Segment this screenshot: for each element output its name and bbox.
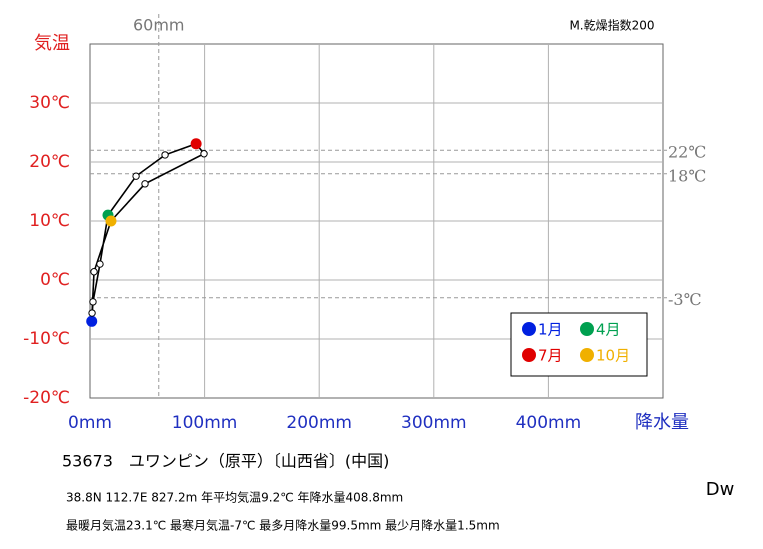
legend-marker — [522, 348, 536, 362]
legend-label: 7月 — [538, 347, 563, 365]
month-point — [88, 309, 96, 317]
x-tick-label: 100mm — [172, 413, 238, 433]
x-tick-label: 300mm — [401, 413, 467, 433]
reference-label: -3℃ — [668, 290, 701, 309]
month-point — [86, 315, 98, 327]
y-tick-label: 10℃ — [29, 211, 70, 231]
reference-label: 60mm — [133, 16, 185, 35]
x-tick-label: 400mm — [516, 413, 582, 433]
legend-box — [510, 312, 648, 377]
station-name: 53673 ユワンピン（原平）〔山西省〕(中国) — [62, 452, 389, 471]
legend-label: 10月 — [596, 347, 630, 365]
month-point — [105, 215, 117, 227]
y-tick-label: 30℃ — [29, 93, 70, 113]
x-axis-title: 降水量 — [635, 412, 689, 433]
legend-label: 1月 — [538, 321, 563, 339]
month-point — [141, 180, 149, 188]
legend-label: 4月 — [596, 321, 621, 339]
legend-marker — [580, 322, 594, 336]
climate-class: Dw — [706, 479, 735, 500]
month-point — [190, 138, 202, 150]
y-tick-label: -20℃ — [23, 388, 70, 408]
y-tick-label: 20℃ — [29, 152, 70, 172]
y-tick-label: -10℃ — [23, 329, 70, 349]
info-line: 38.8N 112.7E 827.2m 年平均気温9.2℃ 年降水量408.8m… — [66, 490, 403, 505]
x-tick-label: 0mm — [68, 413, 112, 433]
info-line: 最暖月気温23.1℃ 最寒月気温-7℃ 最多月降水量99.5mm 最少月降水量1… — [66, 518, 500, 533]
month-point — [90, 268, 98, 276]
reference-label: 22℃ — [668, 143, 706, 162]
legend-marker — [580, 348, 594, 362]
month-point — [96, 260, 104, 268]
x-tick-label: 200mm — [286, 413, 352, 433]
y-axis-title: 気温 — [34, 33, 70, 54]
month-point — [200, 150, 208, 158]
dryness-note: M.乾燥指数200 — [569, 18, 654, 33]
y-tick-label: 0℃ — [40, 270, 70, 290]
reference-label: 18℃ — [668, 166, 706, 185]
month-point — [89, 298, 97, 306]
month-point — [132, 172, 140, 180]
month-point — [161, 151, 169, 159]
legend-marker — [522, 322, 536, 336]
